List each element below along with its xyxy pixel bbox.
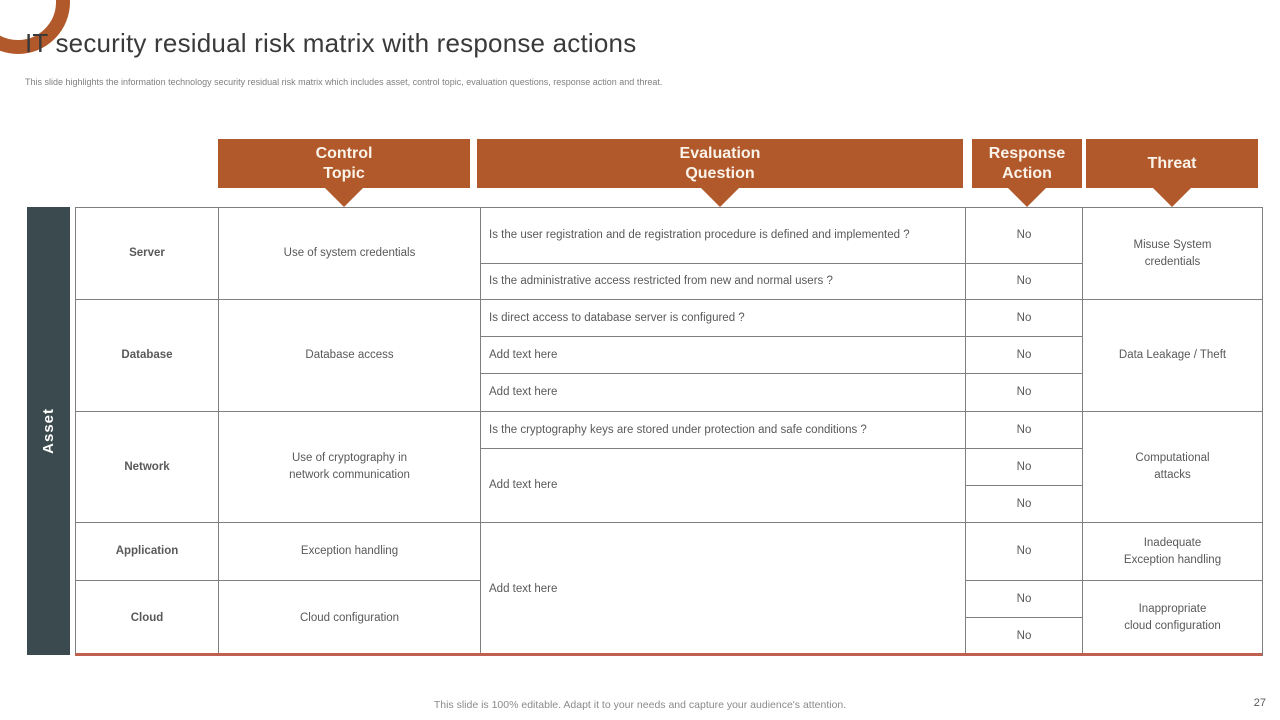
table-row: No: [76, 617, 1263, 656]
asset-cell: Application: [75, 522, 219, 581]
table-row: Is the administrative access restricted …: [76, 263, 1263, 300]
column-header-threat: Threat: [1086, 139, 1258, 188]
threat-cell: Computational attacks: [1082, 411, 1263, 523]
threat-cell: Inappropriate cloud configuration: [1082, 580, 1263, 656]
asset-axis-band: Asset: [27, 207, 70, 655]
asset-cell: Server: [75, 207, 219, 300]
asset-cell: Database: [75, 299, 219, 412]
question-cell: Add text here: [480, 448, 966, 523]
control-topic-cell: Database access: [218, 299, 481, 412]
table-row: Cloud Cloud configuration No Inappropria…: [75, 580, 1263, 656]
page-subtitle: This slide highlights the information te…: [25, 77, 663, 87]
table-bottom-rule: [75, 653, 1262, 656]
control-topic-cell: Exception handling: [218, 522, 481, 581]
threat-cell: Inadequate Exception handling: [1082, 522, 1263, 581]
response-action-cell: No: [965, 299, 1083, 337]
asset-cell: Cloud: [75, 580, 219, 656]
response-action-cell: No: [965, 522, 1083, 581]
control-topic-cell: Use of cryptography in network communica…: [218, 411, 481, 523]
question-cell: Is the cryptography keys are stored unde…: [480, 411, 966, 449]
question-cell: Is the administrative access restricted …: [480, 263, 966, 300]
table-row: Add text here No: [76, 336, 1263, 374]
page-number: 27: [1253, 697, 1266, 709]
control-topic-cell: Cloud configuration: [218, 580, 481, 656]
question-cell: Add text here: [480, 522, 966, 656]
response-action-cell: No: [965, 485, 1083, 523]
response-action-cell: No: [965, 263, 1083, 300]
table-row: Application Exception handling Add text …: [75, 522, 1263, 656]
response-action-cell: No: [965, 448, 1083, 486]
question-cell: Add text here: [480, 373, 966, 412]
question-cell: Is the user registration and de registra…: [480, 207, 966, 264]
footer-note: This slide is 100% editable. Adapt it to…: [433, 699, 847, 711]
risk-matrix-table: Server Use of system credentials Is the …: [75, 207, 1263, 656]
table-row: Database Database access Is direct acces…: [75, 299, 1263, 412]
response-action-cell: No: [965, 580, 1083, 618]
table-row: Server Use of system credentials Is the …: [75, 207, 1263, 300]
table-row: Add text here No: [76, 448, 1263, 523]
response-action-cell: No: [965, 336, 1083, 374]
column-header-control-topic: Control Topic: [218, 139, 470, 188]
response-action-cell: No: [965, 207, 1083, 264]
question-cell: Add text here: [480, 336, 966, 374]
response-action-cell: No: [965, 373, 1083, 412]
column-header-response-action: Response Action: [972, 139, 1082, 188]
threat-cell: Data Leakage / Theft: [1082, 299, 1263, 412]
question-cell: Is direct access to database server is c…: [480, 299, 966, 337]
response-action-cell: No: [965, 617, 1083, 656]
table-row: Add text here No: [76, 373, 1263, 412]
asset-cell: Network: [75, 411, 219, 523]
page-title: IT security residual risk matrix with re…: [25, 28, 637, 58]
control-topic-cell: Use of system credentials: [218, 207, 481, 300]
threat-cell: Misuse System credentials: [1082, 207, 1263, 300]
column-header-evaluation-question: Evaluation Question: [477, 139, 963, 188]
table-row: Network Use of cryptography in network c…: [75, 411, 1263, 523]
response-action-cell: No: [965, 411, 1083, 449]
asset-axis-label: Asset: [40, 408, 57, 454]
